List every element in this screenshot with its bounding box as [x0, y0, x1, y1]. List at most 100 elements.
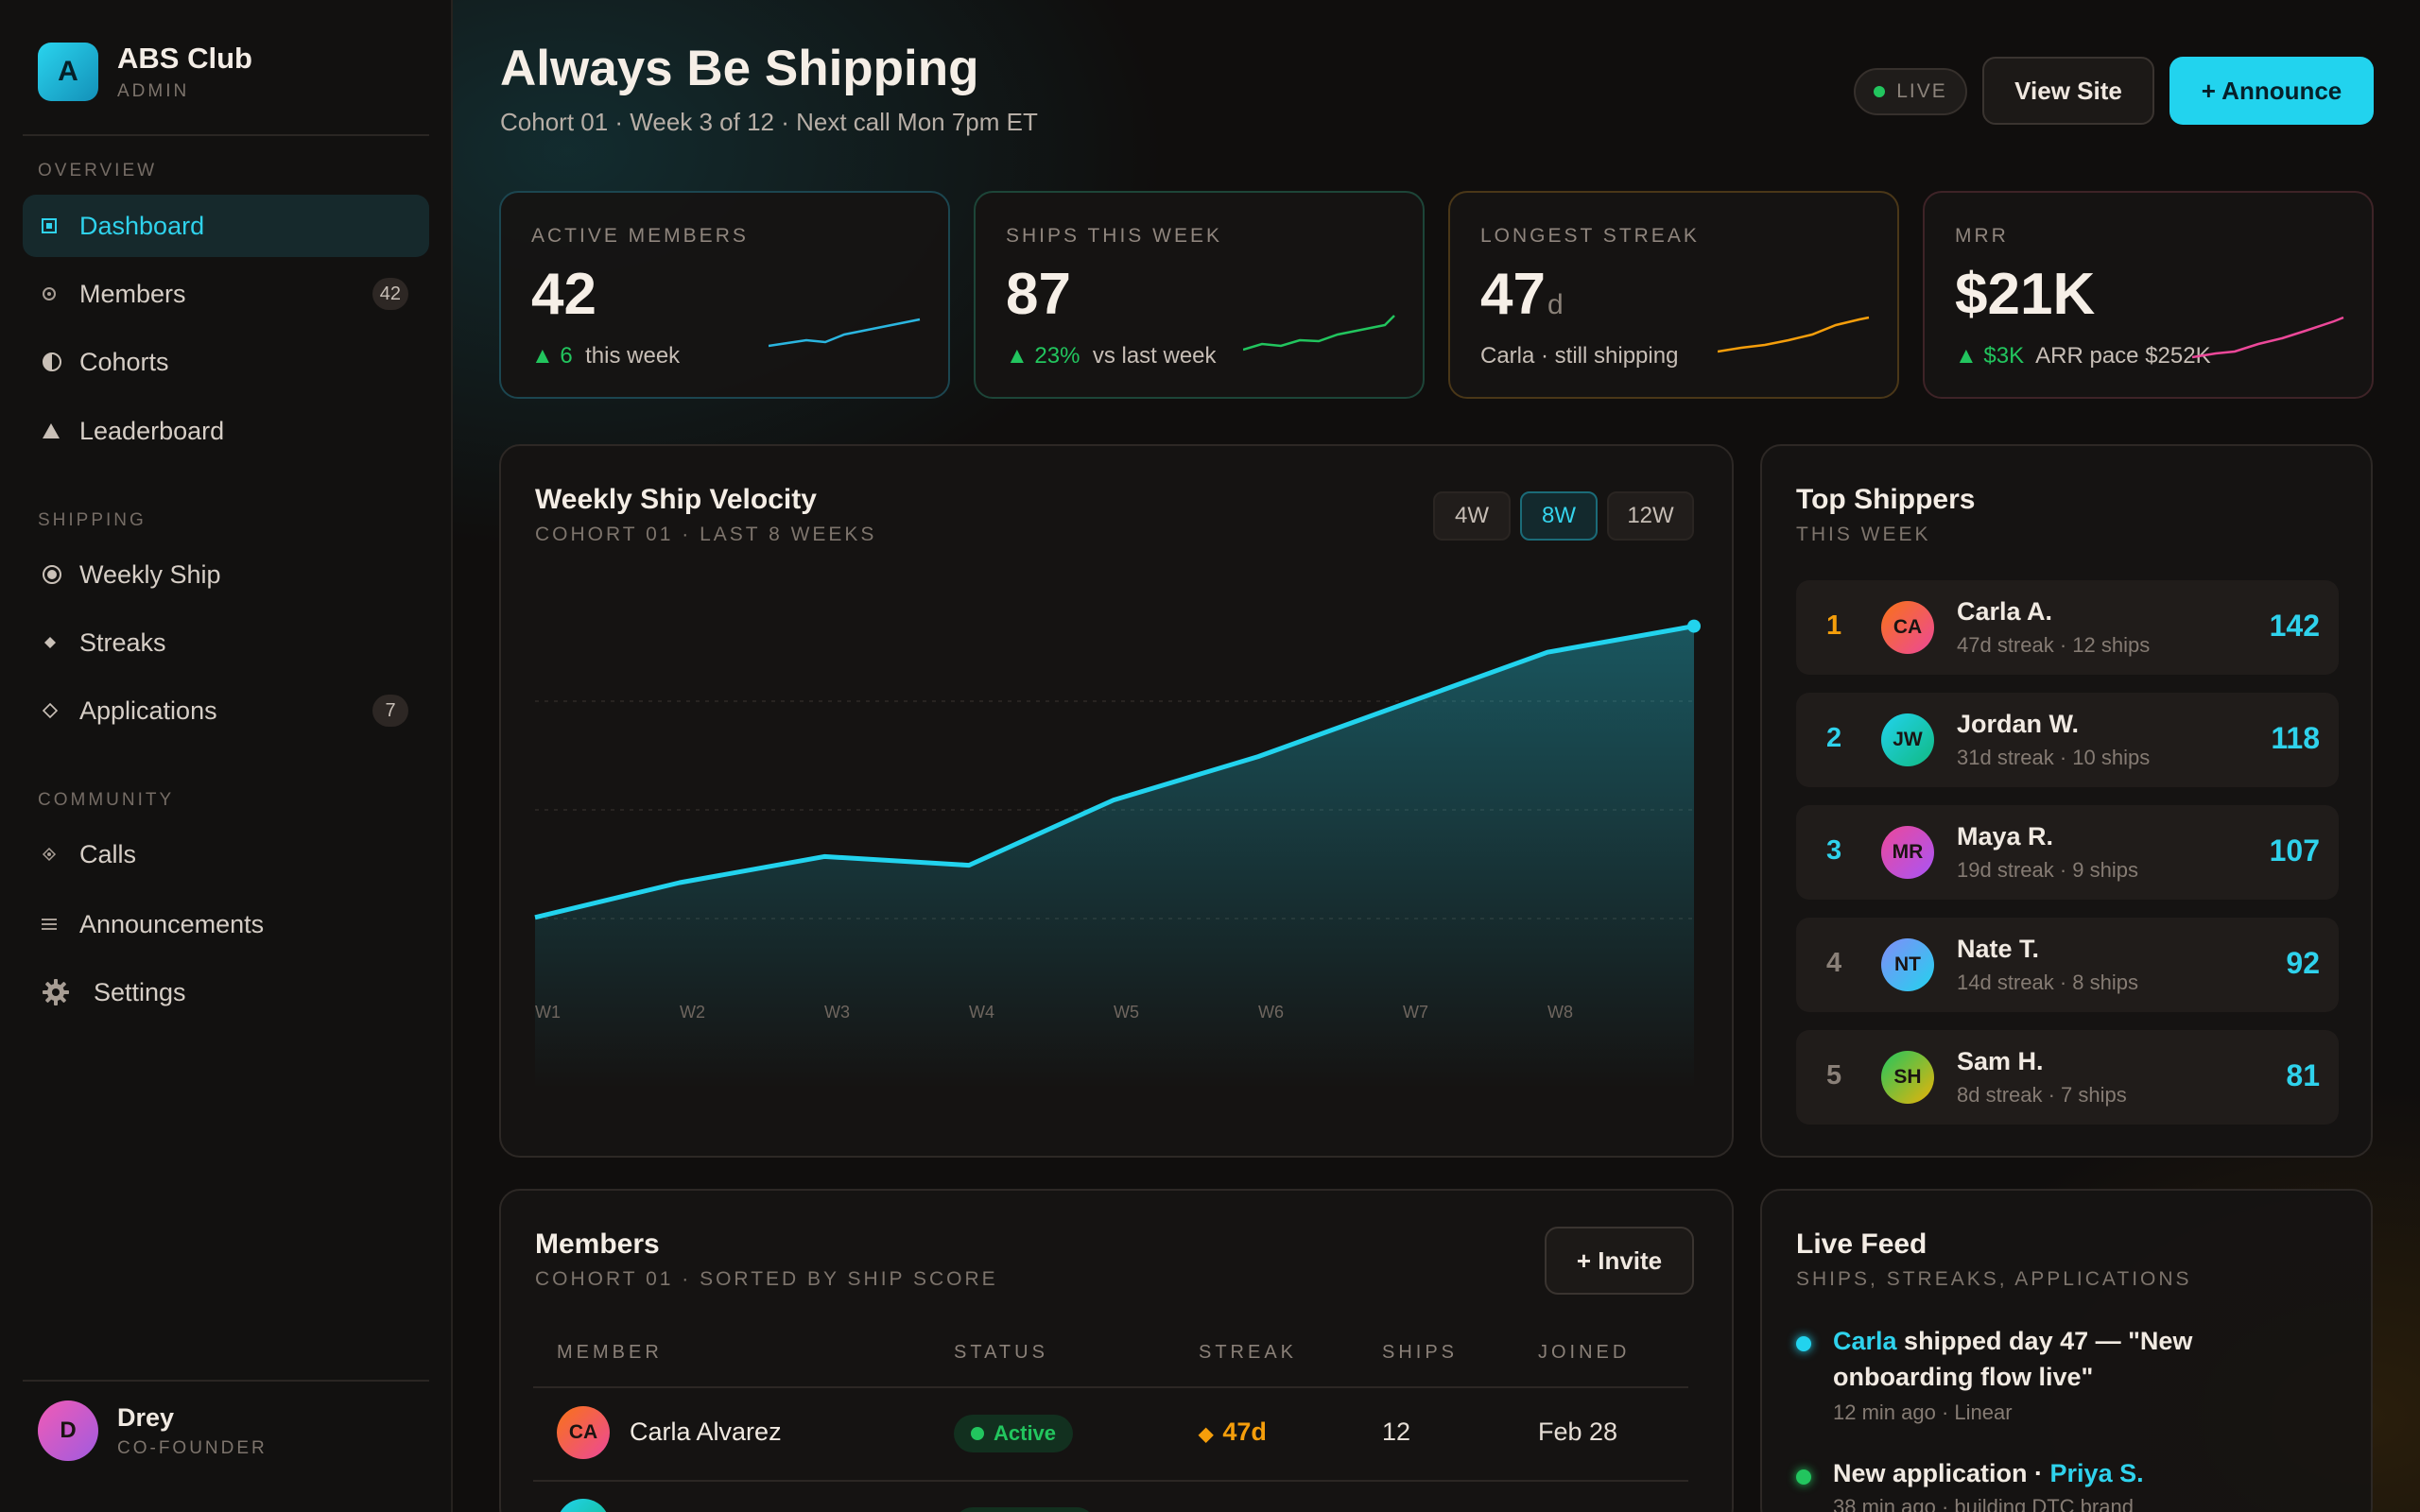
radio-icon	[42, 564, 79, 585]
shipper-name: Jordan W.	[1957, 710, 2080, 738]
brand-role: ADMIN	[117, 81, 190, 101]
applications-count-badge: 7	[372, 695, 408, 727]
shipper-score: 107	[2269, 833, 2320, 868]
status-badge: Active	[954, 1415, 1074, 1452]
sidebar-item-weekly-ship[interactable]: Weekly Ship	[23, 543, 429, 606]
x-tick-label: W5	[1114, 1003, 1139, 1022]
sidebar-item-settings[interactable]: Settings	[23, 961, 429, 1023]
live-badge: LIVE	[1854, 68, 1967, 115]
sidebar-item-members[interactable]: Members 42	[23, 263, 429, 325]
announce-button[interactable]: + Announce	[2169, 57, 2374, 125]
x-tick-label: W4	[969, 1003, 994, 1022]
sparkline	[1718, 316, 1870, 353]
view-site-button[interactable]: View Site	[1982, 57, 2154, 125]
target-icon	[42, 286, 79, 301]
half-circle-icon	[42, 352, 79, 372]
shipper-name: Maya R.	[1957, 822, 2054, 850]
sidebar-divider	[23, 134, 429, 136]
stat-label: SHIPS THIS WEEK	[1006, 225, 1222, 247]
top-shippers-title: Top Shippers	[1796, 484, 1976, 515]
range-8w[interactable]: 8W	[1520, 491, 1598, 541]
stat-label: ACTIVE MEMBERS	[531, 225, 749, 247]
stat-label: LONGEST STREAK	[1480, 225, 1700, 247]
col-streak[interactable]: STREAK	[1199, 1342, 1298, 1363]
diamond-icon	[42, 634, 79, 651]
velocity-title: Weekly Ship Velocity	[535, 484, 817, 515]
list-item[interactable]: 4 NT Nate T. 14d streak · 8 ships 92	[1796, 918, 2339, 1012]
x-tick-label: W3	[824, 1003, 850, 1022]
shipper-score: 142	[2269, 609, 2320, 643]
stat-card[interactable]: LONGEST STREAK 47d Carla · still shippin…	[1448, 191, 1899, 399]
page-title: Always Be Shipping	[500, 41, 979, 96]
sidebar-item-cohorts[interactable]: Cohorts	[23, 331, 429, 393]
list-item[interactable]: 3 MR Maya R. 19d streak · 9 ships 107	[1796, 805, 2339, 900]
sidebar-divider	[23, 1380, 429, 1382]
feed-item[interactable]: New application · Priya S.	[1833, 1459, 2144, 1487]
avatar: SH	[1881, 1051, 1934, 1104]
feed-meta: 12 min ago · Linear	[1833, 1400, 2013, 1424]
sidebar-item-label: Weekly Ship	[79, 559, 221, 589]
stat-foot: ▲ 6 this week	[531, 343, 681, 369]
feed-meta: 38 min ago · building DTC brand	[1833, 1495, 2134, 1512]
members-subtitle: COHORT 01 · SORTED BY SHIP SCORE	[535, 1268, 998, 1290]
sidebar-item-leaderboard[interactable]: Leaderboard	[23, 400, 429, 462]
x-tick-label: W7	[1403, 1003, 1428, 1022]
range-12w[interactable]: 12W	[1607, 491, 1694, 541]
sidebar-item-announcements[interactable]: Announcements	[23, 893, 429, 955]
shipper-name: Carla A.	[1957, 597, 2053, 626]
diamond-icon: ◆	[1199, 1424, 1214, 1445]
shipper-meta: 47d streak · 12 ships	[1957, 633, 2151, 657]
live-feed-card: Live Feed SHIPS, STREAKS, APPLICATIONS C…	[1760, 1189, 2373, 1512]
up-arrow-icon: ▲ 6	[531, 343, 573, 369]
stat-foot: ▲ $3K ARR pace $252K	[1955, 343, 2211, 369]
main-content: Always Be Shipping Cohort 01 · Week 3 of…	[453, 0, 2420, 1512]
sidebar-item-applications[interactable]: Applications 7	[23, 679, 429, 742]
sidebar: A ABS Club ADMIN OVERVIEW Dashboard Memb…	[0, 0, 453, 1512]
list-item[interactable]: 5 SH Sam H. 8d streak · 7 ships 81	[1796, 1030, 2339, 1125]
avatar: D	[38, 1400, 98, 1461]
list-item[interactable]: 1 CA Carla A. 47d streak · 12 ships 142	[1796, 580, 2339, 675]
shipper-name: Nate T.	[1957, 935, 2040, 963]
feed-item[interactable]: Carla shipped day 47 — "New onboarding f…	[1833, 1327, 2193, 1391]
sidebar-item-label: Calls	[79, 839, 137, 868]
brand-logo: A	[38, 43, 98, 101]
col-member[interactable]: MEMBER	[557, 1342, 663, 1363]
stat-value: 42	[531, 262, 596, 327]
square-dot-icon	[42, 218, 79, 233]
members-card: Members COHORT 01 · SORTED BY SHIP SCORE…	[499, 1189, 1734, 1512]
range-4w[interactable]: 4W	[1433, 491, 1511, 541]
avatar: NT	[1881, 938, 1934, 991]
list-item[interactable]: 2 JW Jordan W. 31d streak · 10 ships 118	[1796, 693, 2339, 787]
shipper-meta: 14d streak · 8 ships	[1957, 971, 2138, 994]
member-streak: ◆ 47d	[1199, 1418, 1267, 1446]
sparkline	[2192, 316, 2344, 359]
section-shipping: SHIPPING	[38, 510, 147, 530]
stat-card[interactable]: MRR $21K ▲ $3K ARR pace $252K	[1923, 191, 2374, 399]
stat-card[interactable]: ACTIVE MEMBERS 42 ▲ 6 this week	[499, 191, 950, 399]
user-profile[interactable]: D Drey CO-FOUNDER	[38, 1400, 268, 1461]
sidebar-item-streaks[interactable]: Streaks	[23, 611, 429, 674]
shipper-meta: 31d streak · 10 ships	[1957, 746, 2151, 769]
col-joined[interactable]: JOINED	[1538, 1342, 1631, 1363]
shipper-meta: 8d streak · 7 ships	[1957, 1083, 2127, 1107]
invite-button[interactable]: + Invite	[1545, 1227, 1694, 1295]
area-fill	[535, 626, 1694, 1089]
sidebar-item-label: Settings	[94, 977, 186, 1006]
col-status[interactable]: STATUS	[954, 1342, 1048, 1363]
stat-card[interactable]: SHIPS THIS WEEK 87 ▲ 23% vs last week	[974, 191, 1425, 399]
avatar: CA	[1881, 601, 1934, 654]
rank: 3	[1826, 835, 1842, 866]
stat-foot: ▲ 23% vs last week	[1006, 343, 1217, 369]
feed-dot-icon	[1796, 1336, 1811, 1351]
sidebar-item-dashboard[interactable]: Dashboard	[23, 195, 429, 257]
sidebar-item-calls[interactable]: Calls	[23, 823, 429, 885]
top-shippers-card: Top Shippers THIS WEEK 1 CA Carla A. 47d…	[1760, 444, 2373, 1158]
brand[interactable]: A ABS Club ADMIN	[38, 42, 252, 102]
member-ships: 12	[1382, 1418, 1411, 1446]
members-count-badge: 42	[372, 278, 408, 310]
members-title: Members	[535, 1228, 660, 1260]
sidebar-item-label: Applications	[79, 696, 217, 725]
stat-value: $21K	[1955, 262, 2096, 327]
col-ships[interactable]: SHIPS	[1382, 1342, 1459, 1363]
